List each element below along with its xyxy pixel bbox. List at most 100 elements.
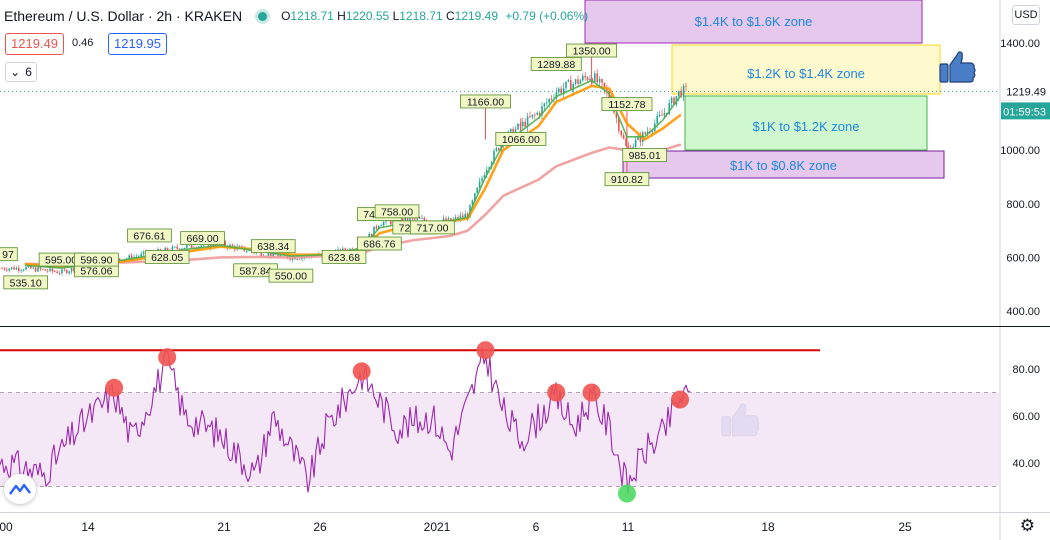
candle-body bbox=[130, 255, 133, 260]
candle-body bbox=[20, 270, 22, 271]
candle-body bbox=[224, 241, 226, 247]
candle-body bbox=[476, 187, 478, 194]
sell-price-button[interactable]: 1219.49 bbox=[5, 33, 64, 55]
currency-button[interactable]: USD bbox=[1012, 5, 1040, 25]
price-zone bbox=[584, 0, 923, 44]
hl-label: 638.34 bbox=[250, 239, 296, 254]
candle-body bbox=[615, 112, 618, 119]
hl-label-box bbox=[410, 220, 455, 235]
candle-body bbox=[601, 79, 603, 83]
rsi-signal-dot bbox=[158, 348, 177, 367]
rsi-line bbox=[0, 348, 691, 495]
candle-body bbox=[27, 265, 30, 268]
candle-body bbox=[49, 268, 51, 272]
candle-body bbox=[411, 218, 414, 220]
candle-body bbox=[579, 80, 582, 84]
price-zone bbox=[622, 150, 945, 179]
candle-body bbox=[231, 244, 234, 247]
hl-label-box bbox=[321, 249, 367, 264]
candle-body bbox=[558, 88, 560, 93]
hl-label-box bbox=[268, 268, 314, 283]
rsi-signal-dot bbox=[105, 378, 124, 397]
ma-fast-line bbox=[24, 79, 681, 269]
candle-body bbox=[37, 267, 39, 272]
candle-body bbox=[589, 78, 591, 81]
candle-body bbox=[416, 218, 418, 220]
candle-body bbox=[570, 80, 572, 91]
candle-body bbox=[586, 77, 589, 81]
symbol-title[interactable]: Ethereum / U.S. Dollar · 2h · KRAKEN bbox=[4, 8, 243, 24]
candle-body bbox=[267, 252, 270, 257]
candle-body bbox=[618, 118, 620, 131]
hl-label: 587.84 bbox=[233, 263, 278, 277]
candle-body bbox=[382, 221, 385, 226]
candle-body bbox=[644, 132, 646, 134]
hl-label: 1152.78 bbox=[601, 97, 653, 111]
rsi-signal-dot bbox=[547, 383, 566, 402]
close-value: 1219.49 bbox=[454, 9, 499, 23]
hl-label: 1350.00 bbox=[566, 43, 618, 58]
hl-label-text: 1350.00 bbox=[573, 46, 611, 58]
candle-body bbox=[572, 83, 574, 91]
hl-label-text: 1166.00 bbox=[467, 96, 504, 108]
candle-body bbox=[562, 88, 565, 93]
candle-body bbox=[30, 265, 32, 269]
candle-body bbox=[289, 258, 291, 260]
hl-label: 910.82 bbox=[604, 172, 650, 187]
time-tick-label: 14 bbox=[81, 520, 95, 534]
candle-body bbox=[634, 139, 637, 147]
ma-mid-line bbox=[24, 84, 682, 269]
thumbs-up-icon bbox=[939, 51, 976, 83]
current-price-tag: 1219.49 bbox=[1006, 86, 1046, 98]
zone-label: $1.2K to $1.4K zone bbox=[747, 66, 865, 81]
hl-label-box bbox=[566, 43, 618, 58]
candle-body bbox=[344, 248, 346, 251]
indicators-toggle[interactable]: ⌄ 6 bbox=[5, 62, 37, 82]
hl-label-text: 985.01 bbox=[629, 150, 661, 162]
hl-label-text: 686.76 bbox=[363, 239, 395, 251]
candle-body bbox=[606, 88, 608, 92]
tradingview-logo-icon[interactable] bbox=[4, 474, 36, 504]
hl-label: 576.06 bbox=[74, 263, 119, 277]
candle-body bbox=[380, 225, 382, 227]
candle-body bbox=[447, 218, 450, 222]
candle-body bbox=[526, 116, 529, 128]
candle-body bbox=[58, 273, 61, 274]
candle-body bbox=[673, 97, 675, 105]
hl-label-box bbox=[144, 249, 190, 264]
candle-body bbox=[183, 247, 186, 249]
candle-body bbox=[594, 73, 596, 82]
settings-gear-icon[interactable]: ⚙ bbox=[1019, 516, 1035, 535]
candle-body bbox=[186, 245, 188, 248]
candle-body bbox=[176, 246, 178, 249]
buy-price-button[interactable]: 1219.95 bbox=[108, 33, 167, 55]
hl-label-box bbox=[604, 172, 650, 187]
hl-label-text: 623.68 bbox=[328, 252, 360, 264]
candle-body bbox=[450, 218, 452, 222]
candle-body bbox=[627, 145, 630, 148]
candle-body bbox=[462, 215, 464, 218]
candle-body bbox=[423, 218, 426, 221]
time-tick-label: 21 bbox=[217, 520, 231, 534]
candle-body bbox=[1, 268, 3, 269]
hl-label-box bbox=[250, 239, 296, 254]
candle-body bbox=[622, 135, 625, 139]
candle-body bbox=[32, 267, 34, 269]
candle-body bbox=[61, 269, 63, 274]
candle-body bbox=[421, 218, 423, 219]
candle-body bbox=[54, 271, 56, 272]
hl-label-text: 535.10 bbox=[10, 277, 42, 289]
candle-body bbox=[68, 271, 70, 274]
hl-label-text: 1066.00 bbox=[502, 134, 540, 146]
candle-body bbox=[541, 106, 543, 116]
candlesticks bbox=[1, 53, 687, 276]
hl-label-text: 669.00 bbox=[186, 233, 218, 245]
time-tick-label: 2021 bbox=[424, 520, 451, 534]
candle-body bbox=[582, 75, 584, 81]
hl-label-box bbox=[460, 94, 511, 109]
candle-body bbox=[42, 269, 44, 271]
candle-body bbox=[524, 121, 526, 128]
rsi-signal-dot bbox=[476, 341, 495, 360]
candle-body bbox=[200, 245, 202, 247]
